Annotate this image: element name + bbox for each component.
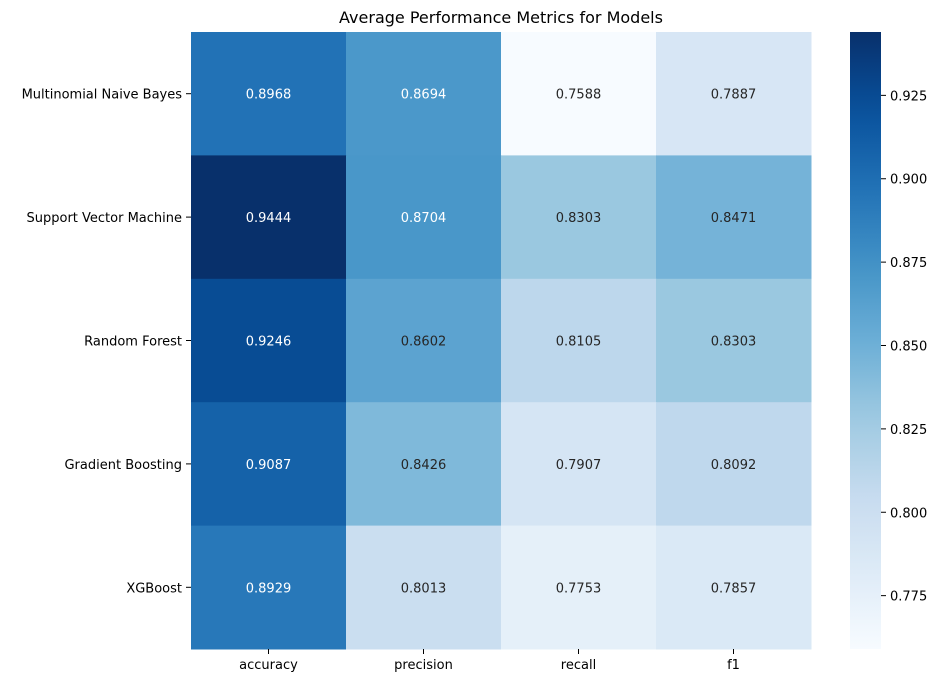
- heatmap-cell: [191, 32, 347, 156]
- colorbar-gradient: [850, 32, 881, 649]
- cell-value-label: 0.8426: [401, 458, 447, 473]
- cell-value-label: 0.9087: [246, 458, 292, 473]
- y-tick-label: XGBoost: [126, 581, 182, 596]
- heatmap-cell: [656, 402, 812, 527]
- cell-value-label: 0.7907: [556, 458, 602, 473]
- heatmap-cell: [501, 402, 657, 527]
- x-axis-tick-labels: accuracy precision recall f1: [239, 649, 740, 673]
- heatmap-cell: [346, 402, 502, 527]
- cell-value-label: 0.7753: [556, 581, 602, 596]
- heatmap-cells: 0.8968 0.8694 0.7588 0.7887 0.9444 0.8704 0.83…: [191, 32, 812, 650]
- colorbar: 0.775 0.800 0.825 0.850 0.875 0.900 0.925: [850, 32, 927, 649]
- heatmap-cell: [191, 402, 347, 527]
- heatmap-cell: [346, 155, 502, 280]
- heatmap-cell: [191, 155, 347, 280]
- y-tick-label: Gradient Boosting: [64, 458, 182, 473]
- heatmap-cell: [346, 525, 502, 650]
- heatmap-cell: [656, 32, 812, 156]
- colorbar-tick-label: 0.875: [890, 256, 927, 271]
- x-tick-label: f1: [727, 658, 740, 673]
- heatmap-cell: [346, 32, 502, 156]
- heatmap-cell: [191, 525, 347, 650]
- x-tick-label: accuracy: [239, 658, 298, 673]
- colorbar-tick-label: 0.900: [890, 173, 927, 188]
- cell-value-label: 0.8694: [401, 88, 447, 103]
- heatmap-cell: [501, 32, 657, 156]
- y-tick-label: Random Forest: [84, 335, 182, 350]
- x-tick-label: precision: [394, 658, 453, 673]
- heatmap-cell: [346, 278, 502, 403]
- cell-value-label: 0.8092: [711, 458, 757, 473]
- y-tick-label: Support Vector Machine: [27, 211, 183, 226]
- cell-value-label: 0.9246: [246, 335, 292, 350]
- colorbar-tick-label: 0.825: [890, 423, 927, 438]
- heatmap-cell: [656, 155, 812, 280]
- y-axis-tick-labels: Multinomial Naive Bayes Support Vector Ma…: [22, 88, 191, 596]
- cell-value-label: 0.8303: [556, 211, 602, 226]
- cell-value-label: 0.8303: [711, 335, 757, 350]
- x-tick-label: recall: [561, 658, 596, 673]
- heatmap-cell: [191, 278, 347, 403]
- cell-value-label: 0.7588: [556, 88, 602, 103]
- cell-value-label: 0.9444: [246, 211, 292, 226]
- heatmap-cell: [656, 278, 812, 403]
- heatmap-cell: [501, 525, 657, 650]
- cell-value-label: 0.8471: [711, 211, 757, 226]
- cell-value-label: 0.7857: [711, 581, 757, 596]
- cell-value-label: 0.8013: [401, 581, 447, 596]
- y-tick-label: Multinomial Naive Bayes: [22, 88, 183, 103]
- cell-value-label: 0.8968: [246, 88, 292, 103]
- heatmap-cell: [656, 525, 812, 650]
- heatmap-cell: [501, 278, 657, 403]
- colorbar-tick-label: 0.800: [890, 506, 927, 521]
- cell-value-label: 0.8602: [401, 335, 447, 350]
- cell-value-label: 0.8929: [246, 581, 292, 596]
- colorbar-tick-label: 0.925: [890, 89, 927, 104]
- cell-value-label: 0.8105: [556, 335, 602, 350]
- heatmap-cell: [501, 155, 657, 280]
- colorbar-tick-label: 0.850: [890, 340, 927, 355]
- cell-value-label: 0.8704: [401, 211, 447, 226]
- colorbar-tick-label: 0.775: [890, 590, 927, 605]
- cell-value-label: 0.7887: [711, 88, 757, 103]
- chart-title: Average Performance Metrics for Models: [339, 8, 663, 27]
